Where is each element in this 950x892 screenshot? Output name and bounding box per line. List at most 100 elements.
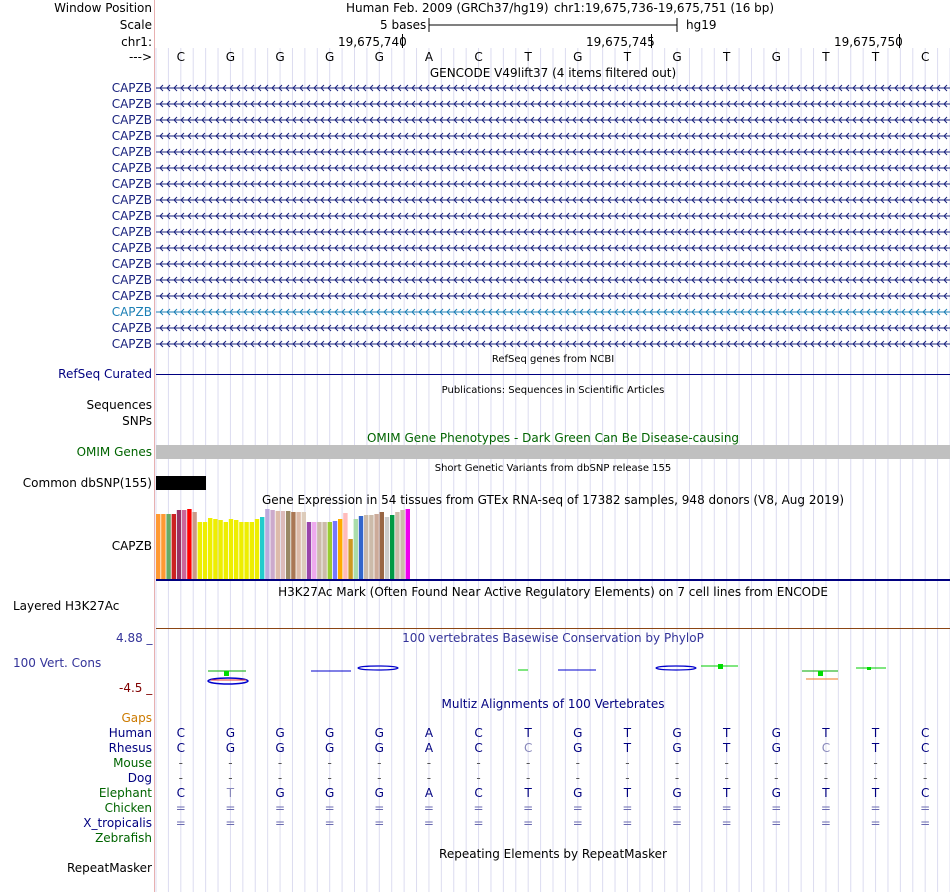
gtex-tissue-bar[interactable] bbox=[166, 514, 171, 579]
gencode-gene-label[interactable]: CAPZB bbox=[111, 97, 152, 111]
gtex-tissue-bar[interactable] bbox=[317, 522, 322, 579]
gtex-tissue-bar[interactable] bbox=[286, 511, 291, 579]
multiz-species-label[interactable]: Elephant bbox=[98, 786, 152, 800]
gtex-tissue-bar[interactable] bbox=[384, 517, 390, 579]
multiz-species-label[interactable]: Human bbox=[108, 726, 152, 740]
gtex-tissue-bar[interactable] bbox=[348, 539, 353, 579]
gencode-gene-line[interactable] bbox=[156, 161, 950, 175]
phylop-track[interactable] bbox=[156, 655, 950, 695]
gencode-gene-label[interactable]: CAPZB bbox=[111, 145, 152, 159]
gtex-tissue-bar[interactable] bbox=[234, 520, 239, 579]
gencode-gene-label[interactable]: CAPZB bbox=[111, 161, 152, 175]
gtex-tissue-bar[interactable] bbox=[405, 509, 410, 579]
gtex-tissue-bar[interactable] bbox=[228, 519, 234, 579]
gencode-gene-line[interactable] bbox=[156, 321, 950, 335]
gencode-gene-line[interactable] bbox=[156, 257, 950, 271]
gtex-tissue-bar[interactable] bbox=[374, 514, 379, 579]
gtex-tissue-bar[interactable] bbox=[353, 519, 358, 579]
gencode-gene-line[interactable] bbox=[156, 305, 950, 319]
gtex-label[interactable]: CAPZB bbox=[111, 539, 152, 553]
dbsnp-variant[interactable] bbox=[156, 476, 206, 490]
gtex-tissue-bar[interactable] bbox=[364, 515, 369, 579]
gtex-tissue-bar[interactable] bbox=[182, 510, 187, 579]
phylop-title[interactable]: 100 vertebrates Basewise Conservation by… bbox=[402, 631, 704, 645]
multiz-species-label[interactable]: Dog bbox=[127, 771, 152, 785]
h3k27ac-title[interactable]: H3K27Ac Mark (Often Found Near Active Re… bbox=[278, 585, 828, 599]
gencode-gene-label[interactable]: CAPZB bbox=[111, 129, 152, 143]
gencode-gene-label[interactable]: CAPZB bbox=[111, 193, 152, 207]
gtex-tissue-bar[interactable] bbox=[327, 522, 332, 579]
gtex-tissue-bar[interactable] bbox=[218, 520, 223, 579]
dbsnp-label[interactable]: Common dbSNP(155) bbox=[22, 476, 152, 490]
gtex-tissue-bar[interactable] bbox=[312, 522, 317, 579]
publications-snps-label[interactable]: SNPs bbox=[122, 414, 152, 428]
repeatmasker-title[interactable]: Repeating Elements by RepeatMasker bbox=[439, 847, 667, 861]
omim-title[interactable]: OMIM Gene Phenotypes - Dark Green Can Be… bbox=[366, 431, 740, 445]
dbsnp-title[interactable]: Short Genetic Variants from dbSNP releas… bbox=[434, 463, 672, 474]
gencode-gene-label[interactable]: CAPZB bbox=[111, 209, 152, 223]
gencode-gene-label[interactable]: CAPZB bbox=[111, 305, 152, 319]
gencode-gene-line[interactable] bbox=[156, 129, 950, 143]
gtex-tissue-bar[interactable] bbox=[369, 515, 374, 579]
gtex-tissue-bar[interactable] bbox=[260, 517, 265, 579]
multiz-title[interactable]: Multiz Alignments of 100 Vertebrates bbox=[441, 697, 665, 711]
gtex-tissue-bar[interactable] bbox=[265, 509, 270, 579]
gtex-tissue-bar[interactable] bbox=[187, 509, 192, 579]
gencode-gene-line[interactable] bbox=[156, 225, 950, 239]
gtex-tissue-bar[interactable] bbox=[306, 522, 312, 579]
gtex-tissue-bar[interactable] bbox=[280, 511, 286, 579]
gencode-gene-line[interactable] bbox=[156, 81, 950, 95]
gtex-tissue-bar[interactable] bbox=[296, 512, 301, 579]
multiz-species-label[interactable]: Mouse bbox=[113, 756, 152, 770]
multiz-species-label[interactable]: Rhesus bbox=[108, 741, 152, 755]
gencode-gene-label[interactable]: CAPZB bbox=[111, 337, 152, 351]
multiz-species-label[interactable]: Zebrafish bbox=[95, 831, 152, 845]
gtex-tissue-bar[interactable] bbox=[244, 522, 249, 579]
publications-title[interactable]: Publications: Sequences in Scientific Ar… bbox=[441, 385, 665, 396]
gencode-gene-label[interactable]: CAPZB bbox=[111, 81, 152, 95]
gencode-gene-line[interactable] bbox=[156, 241, 950, 255]
gtex-tissue-bar[interactable] bbox=[358, 516, 364, 579]
gtex-tissue-bar[interactable] bbox=[301, 512, 306, 579]
gtex-tissue-bar[interactable] bbox=[379, 512, 384, 579]
gtex-tissue-bar[interactable] bbox=[197, 522, 202, 579]
gtex-tissue-bar[interactable] bbox=[202, 522, 208, 579]
gtex-tissue-bar[interactable] bbox=[156, 514, 161, 579]
gencode-gene-label[interactable]: CAPZB bbox=[111, 273, 152, 287]
multiz-species-label[interactable]: Chicken bbox=[104, 801, 152, 815]
gencode-gene-label[interactable]: CAPZB bbox=[111, 177, 152, 191]
gtex-tissue-bar[interactable] bbox=[208, 518, 213, 579]
position-text[interactable]: chr1:19,675,736-19,675,751 (16 bp) bbox=[554, 1, 775, 15]
refseq-gene-line[interactable] bbox=[156, 374, 950, 375]
gencode-gene-line[interactable] bbox=[156, 113, 950, 127]
gencode-title[interactable]: GENCODE V49lift37 (4 items filtered out) bbox=[429, 66, 677, 80]
multiz-species-label[interactable]: X_tropicalis bbox=[83, 816, 152, 830]
gencode-gene-line[interactable] bbox=[156, 273, 950, 287]
omim-feature-bar[interactable] bbox=[156, 445, 950, 459]
repeatmasker-label[interactable]: RepeatMasker bbox=[66, 861, 152, 875]
gtex-tissue-bar[interactable] bbox=[390, 515, 395, 579]
gencode-gene-line[interactable] bbox=[156, 193, 950, 207]
gencode-gene-line[interactable] bbox=[156, 337, 950, 351]
gtex-tissue-bar[interactable] bbox=[270, 510, 275, 579]
phylop-label[interactable]: 100 Vert. Cons bbox=[13, 656, 102, 670]
gtex-tissue-bar[interactable] bbox=[400, 510, 405, 579]
gencode-gene-line[interactable] bbox=[156, 97, 950, 111]
gtex-tissue-bar[interactable] bbox=[213, 519, 218, 579]
gtex-tissue-bar[interactable] bbox=[275, 511, 280, 579]
gtex-tissue-bar[interactable] bbox=[161, 514, 166, 579]
gencode-gene-label[interactable]: CAPZB bbox=[111, 257, 152, 271]
gencode-gene-label[interactable]: CAPZB bbox=[111, 113, 152, 127]
gencode-gene-label[interactable]: CAPZB bbox=[111, 321, 152, 335]
gtex-tissue-bar[interactable] bbox=[343, 513, 348, 579]
gencode-gene-line[interactable] bbox=[156, 289, 950, 303]
gtex-tissue-bar[interactable] bbox=[171, 514, 176, 579]
gtex-tissue-bar[interactable] bbox=[254, 519, 260, 579]
gtex-tissue-bar[interactable] bbox=[192, 512, 197, 579]
gtex-tissue-bar[interactable] bbox=[176, 510, 182, 579]
gtex-tissue-bar[interactable] bbox=[291, 512, 296, 579]
multiz-gaps-label[interactable]: Gaps bbox=[121, 711, 152, 725]
gencode-gene-line[interactable] bbox=[156, 145, 950, 159]
gtex-tissue-bar[interactable] bbox=[338, 519, 343, 579]
gtex-tissue-bar[interactable] bbox=[249, 522, 254, 579]
